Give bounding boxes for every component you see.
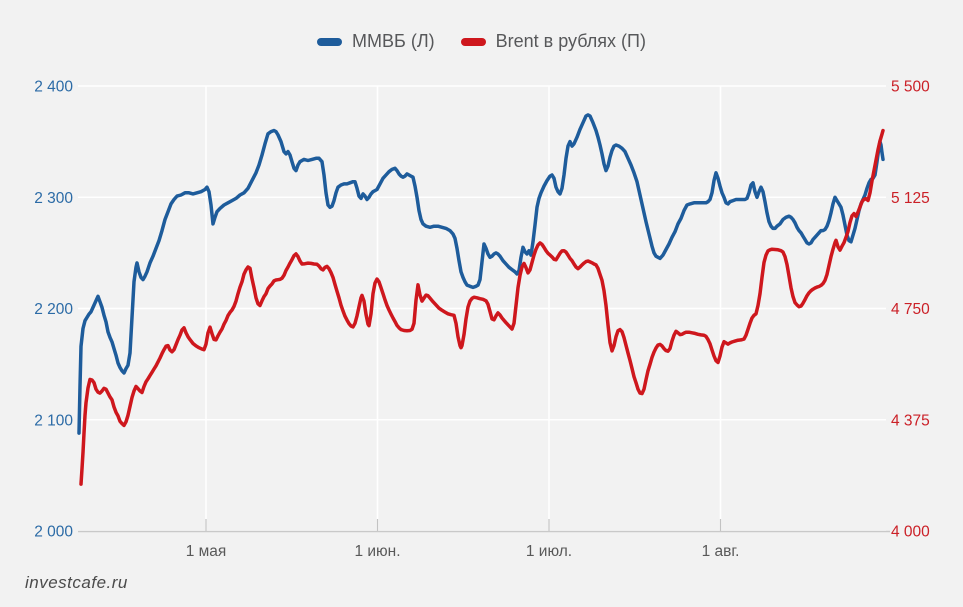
legend-label-mmvb: ММВБ (Л) bbox=[352, 31, 435, 51]
left-axis-tick-label: 2 000 bbox=[34, 524, 73, 541]
right-axis-tick-label: 5 500 bbox=[891, 79, 930, 96]
legend-item-mmvb[interactable]: ММВБ (Л) bbox=[317, 31, 435, 52]
right-axis-tick-label: 4 750 bbox=[891, 301, 930, 318]
series-line-mmvb bbox=[77, 113, 885, 435]
mmvb-series-swatch bbox=[317, 37, 343, 46]
right-axis-tick-label: 5 125 bbox=[891, 190, 930, 207]
left-axis-tick-label: 2 300 bbox=[34, 190, 73, 207]
series-line-brent bbox=[79, 128, 885, 486]
left-axis-tick-label: 2 400 bbox=[34, 79, 73, 96]
legend-label-brent: Brent в рублях (П) bbox=[495, 31, 646, 51]
watermark-investcafe: investcafe.ru bbox=[25, 573, 128, 592]
x-axis-month-label: 1 авг. bbox=[702, 543, 740, 560]
x-axis-month-label: 1 июл. bbox=[526, 543, 572, 560]
right-axis-tick-label: 4 000 bbox=[891, 524, 930, 541]
left-axis-tick-label: 2 100 bbox=[34, 412, 73, 429]
brent-series-swatch bbox=[460, 37, 486, 46]
x-axis-month-label: 1 мая bbox=[186, 543, 227, 560]
right-axis-tick-label: 4 375 bbox=[891, 412, 930, 429]
chart-legend: ММВБ (Л) Brent в рублях (П) bbox=[0, 31, 963, 52]
x-axis-month-label: 1 июн. bbox=[354, 543, 400, 560]
left-axis-tick-label: 2 200 bbox=[34, 301, 73, 318]
legend-item-brent[interactable]: Brent в рублях (П) bbox=[460, 31, 646, 52]
